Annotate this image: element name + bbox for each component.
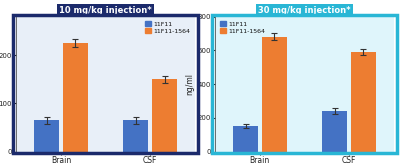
Bar bbox=[322, 111, 347, 152]
Bar bbox=[151, 79, 177, 152]
Title: 30 mg/kg injection*: 30 mg/kg injection* bbox=[258, 6, 350, 15]
Title: 10 mg/kg injection*: 10 mg/kg injection* bbox=[59, 6, 151, 15]
Bar bbox=[34, 120, 59, 152]
Bar bbox=[350, 52, 375, 152]
Bar bbox=[123, 120, 148, 152]
Y-axis label: ng/ml: ng/ml bbox=[185, 73, 194, 95]
Legend: 11F11, 11F11-1564: 11F11, 11F11-1564 bbox=[143, 20, 191, 35]
Bar bbox=[232, 126, 258, 152]
Bar bbox=[62, 43, 87, 152]
Legend: 11F11, 11F11-1564: 11F11, 11F11-1564 bbox=[218, 20, 266, 35]
Bar bbox=[261, 37, 286, 152]
